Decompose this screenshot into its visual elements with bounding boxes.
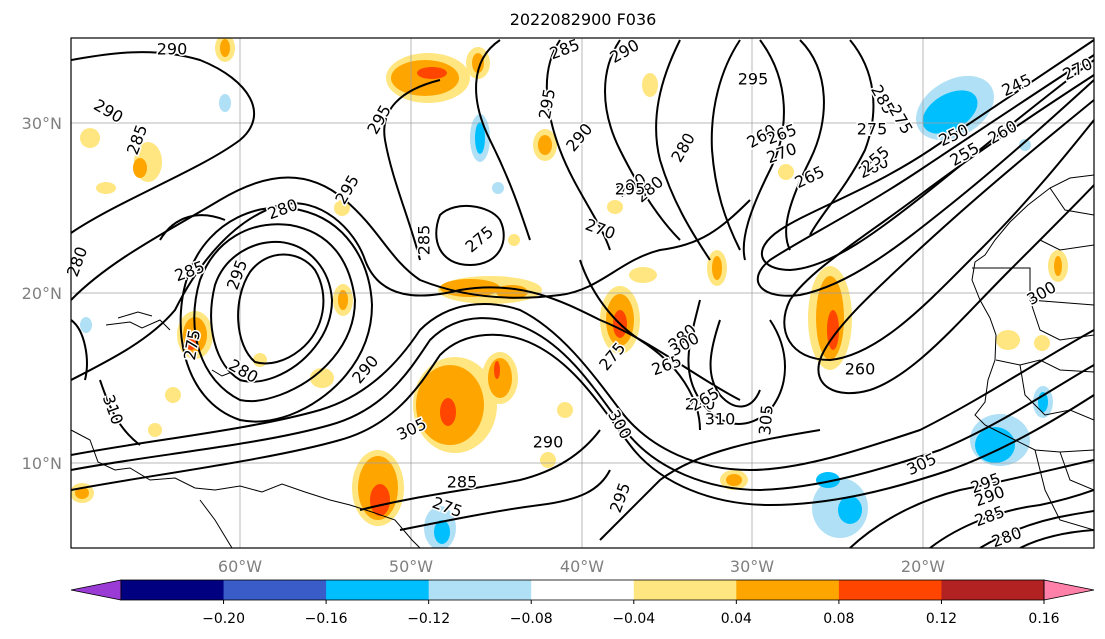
colorbar-tick-label: 0.04: [721, 611, 752, 627]
contour-label: 285: [415, 225, 434, 256]
shaded-field: [71, 38, 1068, 548]
contour-label: 295: [615, 180, 646, 199]
colorbar-box: [428, 580, 532, 600]
lat-label: 30°N: [22, 114, 62, 133]
lon-label: 40°W: [560, 557, 604, 576]
coastlines: [71, 174, 1094, 548]
contour-lines: [71, 39, 1094, 548]
colorbar-extend-high: [1043, 579, 1095, 601]
contour-label: 305: [755, 404, 777, 436]
map-frame: [70, 37, 1095, 549]
contour-label: 285: [447, 473, 478, 492]
colorbar-tick-label: 0.08: [823, 611, 854, 627]
colorbar-extend-low: [70, 579, 122, 601]
gridlines: [71, 38, 1094, 548]
contour-label: 270: [685, 395, 716, 414]
colorbar-box: [941, 580, 1045, 600]
colorbar-tick-label: 0.12: [926, 611, 957, 627]
lon-label: 30°W: [730, 557, 774, 576]
colorbar-box: [633, 580, 737, 600]
colorbar-tick-label: −0.04: [612, 611, 655, 627]
figure-title: 2022082900 F036: [510, 10, 657, 29]
colorbar-frame: [120, 579, 1045, 601]
colorbar-box: [223, 580, 327, 600]
lon-label: 60°W: [218, 557, 262, 576]
contour-label: 295: [738, 70, 769, 89]
contour-label: 290: [157, 40, 188, 59]
colorbar-box: [838, 580, 942, 600]
colorbar-tick-label: −0.20: [202, 611, 245, 627]
contour-label: 310: [705, 410, 736, 429]
colorbar-box: [531, 580, 635, 600]
contour-label: 290: [533, 433, 564, 452]
longitude-labels: 60°W 50°W 40°W 30°W 20°W: [218, 557, 945, 576]
colorbar-tick-label: −0.16: [305, 611, 348, 627]
lon-label: 50°W: [389, 557, 433, 576]
colorbar-tick-label: 0.16: [1028, 611, 1059, 627]
colorbar-box: [736, 580, 840, 600]
colorbar-tick-label: −0.12: [407, 611, 450, 627]
latitude-labels: 30°N 20°N 10°N: [22, 114, 62, 473]
lat-label: 10°N: [22, 454, 62, 473]
colorbar-tick-label: −0.08: [510, 611, 553, 627]
contour-label: 275: [857, 120, 888, 139]
contour-label: 260: [845, 360, 876, 379]
colorbar-box: [326, 580, 430, 600]
colorbar-box: [121, 580, 225, 600]
colorbar: −0.20 −0.16 −0.12 −0.08 −0.04 0.04 0.08 0.12 0.1…: [70, 579, 1095, 627]
lon-label: 20°W: [901, 557, 945, 576]
lat-label: 20°N: [22, 284, 62, 303]
positive-anomaly-patches: [71, 38, 1068, 526]
